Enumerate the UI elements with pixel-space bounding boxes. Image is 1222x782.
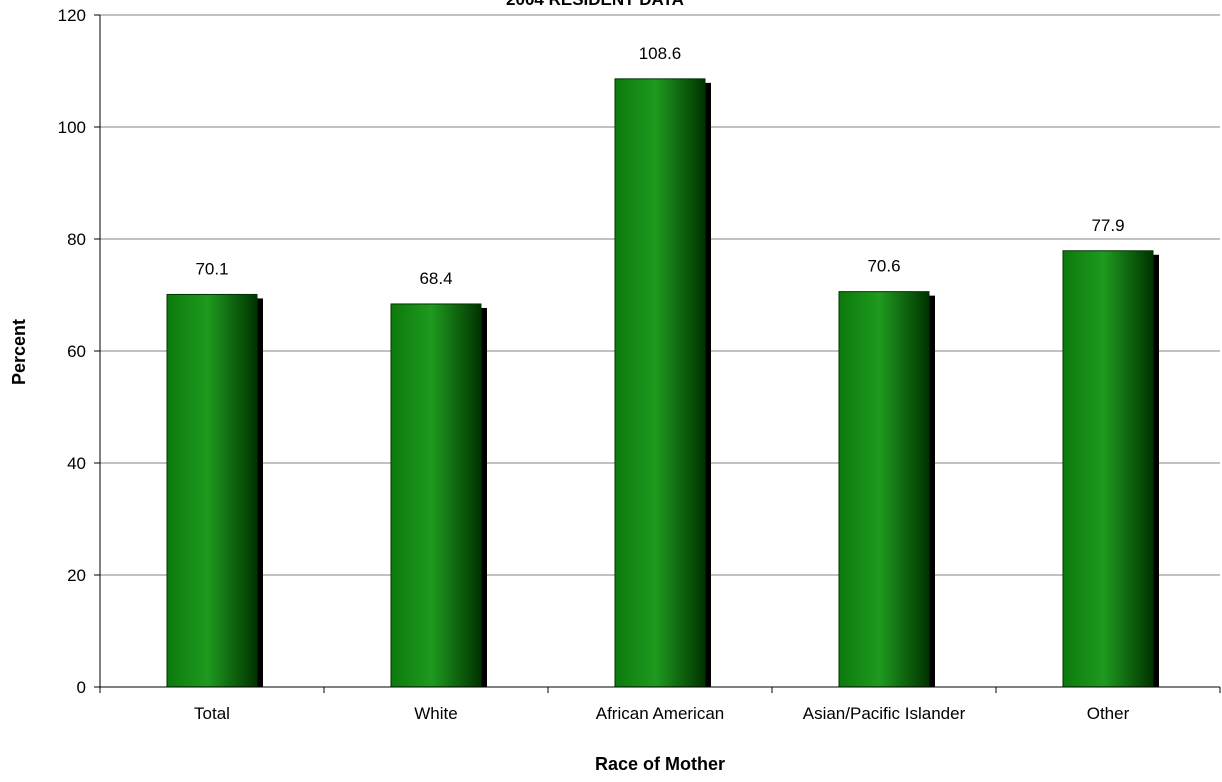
y-tick-label: 20 bbox=[67, 566, 86, 585]
bar bbox=[166, 293, 258, 688]
y-tick-label: 80 bbox=[67, 230, 86, 249]
x-tick-label: Total bbox=[194, 704, 230, 723]
data-label: 108.6 bbox=[639, 44, 682, 63]
x-tick-label: Asian/Pacific Islander bbox=[803, 704, 966, 723]
bar bbox=[838, 291, 930, 688]
y-tick-label: 60 bbox=[67, 342, 86, 361]
y-tick-label: 120 bbox=[58, 6, 86, 25]
x-tick-label: Other bbox=[1087, 704, 1130, 723]
x-tick-label: White bbox=[414, 704, 457, 723]
y-tick-label: 100 bbox=[58, 118, 86, 137]
axes bbox=[94, 14, 1221, 693]
y-tick-label: 0 bbox=[77, 678, 86, 697]
data-label: 70.1 bbox=[195, 259, 228, 278]
bar bbox=[390, 303, 482, 688]
data-label: 70.6 bbox=[867, 257, 900, 276]
y-tick-label: 40 bbox=[67, 454, 86, 473]
bar bbox=[1062, 250, 1154, 688]
x-axis-title: Race of Mother bbox=[595, 754, 725, 774]
labels: 0 20 40 60 80 100 120 70.1 Total 68.4 White 108.6 Af… bbox=[58, 6, 1130, 723]
bars bbox=[166, 78, 1159, 688]
y-axis-title: Percent bbox=[9, 319, 29, 385]
x-tick-label: African American bbox=[596, 704, 725, 723]
data-label: 68.4 bbox=[419, 269, 452, 288]
data-label: 77.9 bbox=[1091, 216, 1124, 235]
bar bbox=[614, 78, 706, 688]
chart-title: 2004 RESIDENT DATA bbox=[506, 0, 684, 9]
